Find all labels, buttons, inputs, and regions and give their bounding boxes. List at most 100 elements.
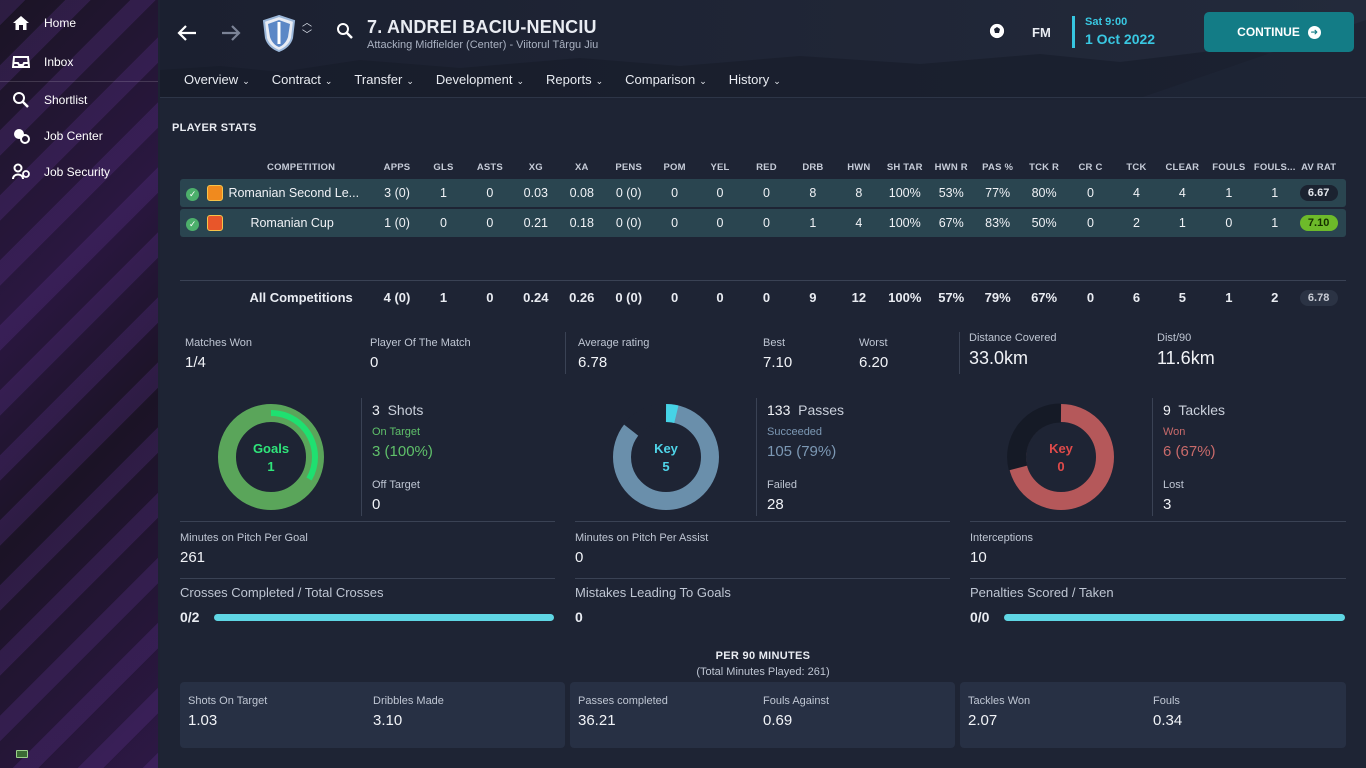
col-cr-c[interactable]: CR C [1078,161,1103,173]
search-icon [10,90,32,110]
matches-won: Matches Won 1/4 [185,337,253,371]
tab-transfer[interactable]: Transfer ⌄ [354,72,414,87]
chevron-down-icon: ⌄ [699,76,707,86]
table-row[interactable]: ✓ Romanian Cup 1 (0) 0 0 0.21 0.18 0 (0)… [180,209,1346,237]
tackles-total: 9 Tackles [1163,402,1226,418]
best-rating: Best 7.10 [763,337,793,371]
per90-card: Passes completed 36.21 Fouls Against 0.69 [570,682,955,748]
tab-reports[interactable]: Reports ⌄ [536,70,611,97]
table-header-row: COMPETITION APPS GLS ASTS XG XA PENS POM… [180,157,1346,177]
donut-gap [623,403,667,437]
donut-arc [224,410,318,504]
col-pom[interactable]: POM [663,161,686,173]
sidebar-item-label: Inbox [44,54,74,69]
player-stats-table: COMPETITION APPS GLS ASTS XG XA PENS POM… [180,155,1346,239]
player-switcher[interactable]: ︿ ﹀ [302,18,312,42]
player-name: 7. ANDREI BACIU-NENCIU [367,17,597,37]
chevron-down-icon[interactable]: ﹀ [302,30,312,41]
col-clear[interactable]: CLEAR [1165,161,1200,173]
col-asts[interactable]: ASTS [476,161,503,173]
player-header: ︿ ﹀ 7. ANDREI BACIU-NENCIU Attacking Mid… [160,0,1366,98]
sidebar-item-label: Shortlist [44,93,88,107]
sidebar-item-inbox[interactable]: Inbox [0,42,158,82]
col-competition[interactable]: COMPETITION [267,161,336,173]
search-icon[interactable] [336,22,354,45]
key-passes-donut: Key 5 [611,402,721,512]
col-fouls[interactable]: FOULS [1212,161,1246,173]
distance-covered: Distance Covered 33.0km [969,332,1057,368]
col-xa[interactable]: XA [574,161,589,173]
mistakes-label: Mistakes Leading To Goals [575,585,731,600]
sidebar: Home Inbox Shortlist Job Center Job Secu… [0,0,158,768]
sidebar-item-label: Home [44,16,77,30]
player-position-club[interactable]: Attacking Midfielder (Center) - Viitorul… [367,39,599,51]
penalties-label: Penalties Scored / Taken [970,585,1114,600]
col-hwn-r[interactable]: HWN R [934,161,968,173]
col-apps[interactable]: APPS [383,161,411,173]
table-row[interactable]: ✓ Romanian Second Le... 3 (0) 1 0 0.03 0… [180,179,1346,207]
col-av-rat[interactable]: AV RAT [1301,161,1337,173]
sidebar-item-job-security[interactable]: Job Security [0,154,158,190]
tab-contract[interactable]: Contract ⌄ [271,72,333,87]
donut-value: 1 [267,458,275,474]
sidebar-item-job-center[interactable]: Job Center [0,118,158,154]
fm-logo[interactable]: FM [1032,25,1051,40]
per90-shots-on-target: Shots On Target 1.03 [188,695,268,729]
tab-history[interactable]: History ⌄ [728,72,781,87]
key-tackles-donut: Key 0 [1006,402,1116,512]
tab-bar: Overview ⌄ Contract ⌄ Transfer ⌄ Developmen… [184,70,803,97]
competition-name[interactable]: Romanian Cup [228,209,374,237]
distance-per-90: Dist/90 11.6km [1157,332,1215,368]
competition-name[interactable]: Romanian Second Le... [228,179,374,207]
chevron-down-icon: ⌄ [595,76,604,86]
tab-development[interactable]: Development ⌄ [435,72,525,87]
donut-value: 5 [662,458,670,474]
per90-card: Shots On Target 1.03 Dribbles Made 3.10 [180,682,565,748]
col-fouls-against[interactable]: FOULS... [1253,161,1296,173]
col-drb[interactable]: DRB [802,161,824,173]
chevron-down-icon: ⌄ [324,76,333,86]
col-yel[interactable]: YEL [710,161,730,173]
section-title: PLAYER STATS [172,122,257,134]
back-button[interactable] [174,20,200,46]
col-hwn[interactable]: HWN [847,161,871,173]
col-tck[interactable]: TCK [1126,161,1147,173]
shots-total: 3 Shots [372,402,424,418]
sidebar-item-home[interactable]: Home [0,4,158,42]
tab-comparison[interactable]: Comparison ⌄ [625,72,707,87]
per90-title: PER 90 MINUTES [715,650,811,662]
col-tck-r[interactable]: TCK R [1029,161,1060,173]
tackles-won: Won 6 (67%) [1163,426,1216,460]
continue-button[interactable]: CONTINUE ➜ [1204,12,1354,52]
check-icon: ✓ [186,187,200,201]
home-icon [10,13,32,33]
totals-row: All Competitions 4 (0) 1 0 0.24 0.26 0 (… [180,280,1346,313]
battery-icon [16,750,28,758]
forward-button[interactable] [218,20,244,46]
col-pens[interactable]: PENS [615,161,643,173]
rating-badge: 6.78 [1299,289,1338,306]
date-time: Sat 9:00 [1085,16,1128,28]
chevron-up-icon[interactable]: ︿ [302,18,312,29]
penalties-bar [1004,614,1345,621]
chevron-down-icon: ⌄ [406,76,414,86]
tab-overview[interactable]: Overview ⌄ [184,72,250,87]
reports-panel: PLAYER STATS COMPETITION APPS GLS ASTS X… [160,100,1366,768]
sidebar-item-shortlist[interactable]: Shortlist [0,82,158,118]
col-sh-tar[interactable]: SH TAR [886,161,923,173]
col-pas-pct[interactable]: PAS % [982,161,1014,173]
worst-rating: Worst 6.20 [859,337,889,371]
shots-off-target: Off Target 0 [372,479,420,513]
per90-fouls: Fouls 0.34 [1153,695,1183,729]
football-icon[interactable] [988,22,1006,43]
average-rating: Average rating 6.78 [578,337,650,371]
job-security-icon [10,162,32,182]
competition-logo-icon [207,185,224,201]
forward-arrow-icon [222,25,241,41]
inbox-icon [10,52,32,72]
donut-label: Goals [252,440,290,456]
col-red[interactable]: RED [756,161,777,173]
col-xg[interactable]: XG [528,161,543,173]
arrow-right-icon: ➜ [1307,25,1321,39]
col-gls[interactable]: GLS [433,161,454,173]
